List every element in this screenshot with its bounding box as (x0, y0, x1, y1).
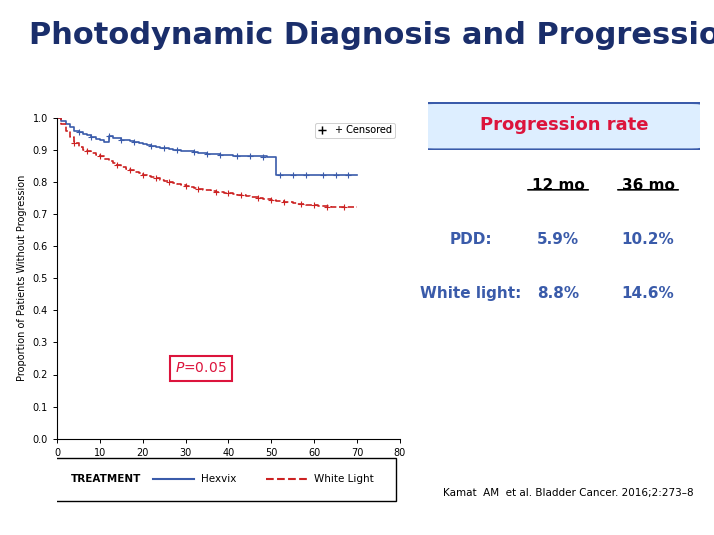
Point (129, 138, 140, 147)
Point (338, 203, 350, 211)
Point (73, 128, 84, 136)
Point (257, 152, 268, 161)
Point (171, 146, 183, 155)
Point (81, 147, 93, 156)
Point (300, 171, 311, 180)
Point (330, 171, 341, 180)
Text: White Light: White Light (314, 474, 374, 484)
Point (317, 171, 328, 180)
Point (111, 161, 123, 170)
Point (180, 182, 191, 190)
Point (321, 202, 333, 211)
Point (86, 133, 97, 141)
Point (150, 174, 161, 182)
Text: 8.8%: 8.8% (537, 286, 579, 301)
Point (116, 135, 127, 144)
Point (287, 171, 298, 180)
Text: $\it{P}$=0.05: $\it{P}$=0.05 (175, 361, 227, 375)
Text: Photodynamic Diagnosis and Progression: Photodynamic Diagnosis and Progression (29, 21, 714, 50)
Point (253, 194, 264, 202)
Point (266, 196, 277, 204)
Text: Hexvix: Hexvix (201, 474, 236, 484)
Point (274, 171, 286, 179)
Text: 12 mo: 12 mo (532, 178, 585, 193)
Text: Kamat  AM  et al. Bladder Cancer. 2016;2:273–8: Kamat AM et al. Bladder Cancer. 2016;2:2… (443, 487, 693, 498)
Point (214, 151, 226, 159)
Text: White light:: White light: (420, 286, 521, 301)
Point (163, 178, 174, 187)
Point (146, 142, 157, 150)
Text: 14.6%: 14.6% (622, 286, 675, 301)
Text: 5.9%: 5.9% (537, 232, 579, 247)
Point (210, 187, 221, 196)
FancyBboxPatch shape (421, 103, 705, 150)
Point (137, 170, 149, 179)
Point (201, 149, 213, 158)
Point (244, 151, 256, 160)
Legend: + Censored: + Censored (315, 123, 395, 139)
Point (124, 166, 136, 174)
Point (231, 151, 243, 160)
Text: TREATMENT: TREATMENT (71, 474, 141, 484)
FancyBboxPatch shape (54, 457, 396, 501)
Text: 10.2%: 10.2% (622, 232, 675, 247)
Text: PDD:: PDD: (450, 232, 493, 247)
Point (94, 152, 106, 160)
Point (308, 201, 320, 210)
Point (278, 197, 290, 206)
Point (236, 191, 247, 200)
Y-axis label: Proportion of Patients Without Progression: Proportion of Patients Without Progressi… (17, 175, 27, 381)
Point (223, 189, 234, 198)
X-axis label: Time (Months): Time (Months) (188, 463, 268, 473)
Text: Progression rate: Progression rate (480, 116, 648, 134)
Point (69, 139, 80, 148)
Point (343, 171, 354, 180)
Point (188, 148, 200, 156)
Point (159, 144, 170, 152)
Text: 36 mo: 36 mo (622, 178, 675, 193)
Point (103, 132, 114, 141)
Point (296, 200, 307, 209)
Point (193, 185, 204, 193)
